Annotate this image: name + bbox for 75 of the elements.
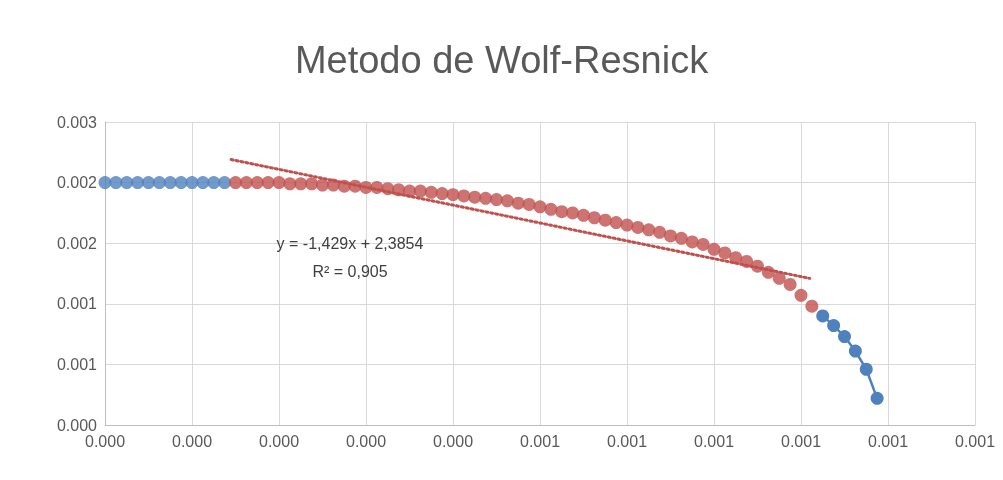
point — [120, 176, 134, 190]
x-tick-label: 0.001 — [954, 432, 996, 450]
point — [642, 223, 656, 237]
y-tick-label: 0.001 — [56, 295, 98, 313]
point — [207, 176, 221, 190]
point — [163, 176, 177, 190]
point — [239, 176, 253, 190]
point — [696, 237, 710, 251]
point — [827, 319, 841, 333]
point — [816, 309, 830, 323]
point — [250, 176, 264, 190]
point — [424, 185, 438, 199]
point — [566, 206, 580, 220]
point — [490, 193, 503, 207]
point — [631, 220, 645, 234]
point — [674, 231, 688, 245]
point — [152, 176, 166, 190]
point — [859, 362, 873, 376]
point — [805, 299, 819, 313]
point — [838, 330, 851, 344]
x-tick-label: 0.001 — [606, 432, 648, 450]
point — [435, 187, 449, 200]
point — [609, 216, 623, 230]
x-tick-label: 0.000 — [345, 432, 387, 450]
point — [511, 196, 525, 210]
point — [142, 176, 155, 190]
point — [685, 235, 699, 249]
y-tick-label: 0.001 — [56, 355, 98, 373]
x-tick-label: 0.001 — [519, 432, 561, 450]
point — [555, 205, 569, 219]
y-tick-label: 0.000 — [56, 416, 98, 434]
x-tick-label: 0.001 — [867, 432, 909, 450]
point — [305, 177, 319, 191]
point — [772, 271, 786, 285]
x-tick-label: 0.000 — [84, 432, 126, 450]
point — [500, 194, 514, 208]
point — [522, 197, 536, 211]
point — [196, 176, 210, 190]
y-tick-label: 0.002 — [56, 174, 98, 192]
point — [294, 177, 308, 191]
point — [446, 188, 460, 202]
point — [577, 208, 590, 222]
point — [848, 344, 862, 358]
point — [707, 242, 721, 256]
y-tick-label: 0.002 — [56, 234, 98, 252]
point — [533, 200, 547, 214]
point — [653, 225, 667, 239]
point — [218, 176, 232, 190]
x-tick-label: 0.001 — [780, 432, 822, 450]
point — [598, 213, 612, 227]
x-tick-label: 0.000 — [258, 432, 300, 450]
point — [261, 176, 275, 190]
x-tick-label: 0.000 — [171, 432, 213, 450]
point — [468, 190, 482, 204]
point — [794, 288, 808, 302]
point — [870, 391, 884, 405]
point — [109, 176, 123, 190]
point — [283, 177, 297, 191]
x-tick-label: 0.001 — [693, 432, 735, 450]
point — [229, 176, 242, 190]
annotation: y = -1,429x + 2,3854 — [276, 234, 424, 252]
annotation: R² = 0,905 — [312, 262, 388, 280]
point — [479, 191, 493, 205]
point — [718, 246, 732, 260]
point — [457, 189, 471, 203]
point — [272, 176, 286, 190]
chart-title: Metodo de Wolf-Resnick — [294, 39, 710, 81]
point — [174, 176, 188, 190]
x-tick-label: 0.000 — [432, 432, 474, 450]
point — [783, 277, 797, 291]
point — [587, 211, 601, 225]
y-tick-label: 0.003 — [56, 113, 98, 131]
point — [664, 229, 677, 243]
point — [131, 176, 145, 190]
point — [544, 202, 558, 216]
